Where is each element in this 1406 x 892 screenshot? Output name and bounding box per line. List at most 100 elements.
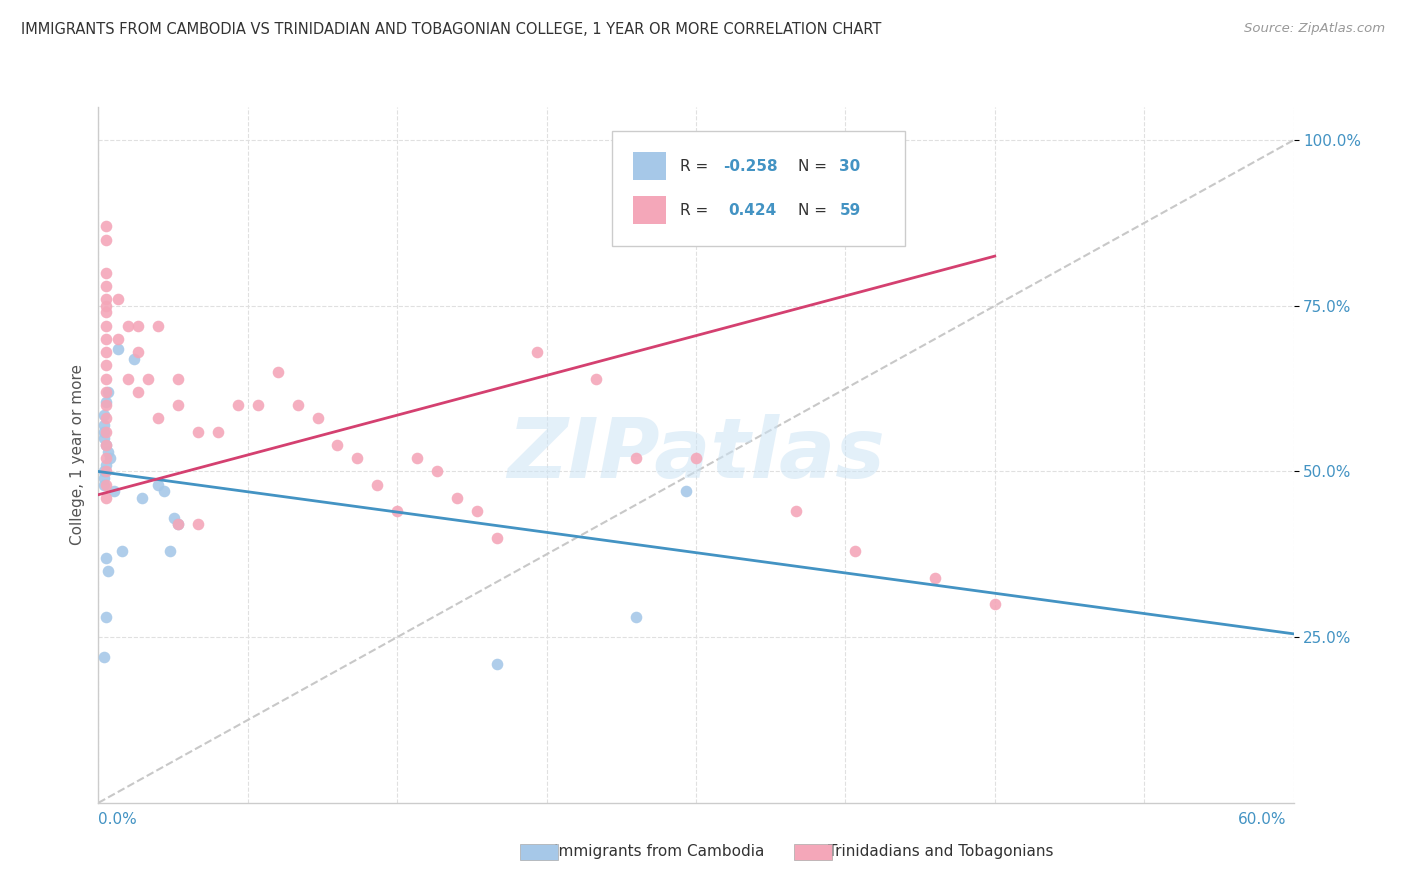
Text: -0.258: -0.258 <box>724 159 778 174</box>
Point <box>111 544 134 558</box>
Text: R =: R = <box>681 159 714 174</box>
Text: Source: ZipAtlas.com: Source: ZipAtlas.com <box>1244 22 1385 36</box>
Point <box>117 318 139 333</box>
Point <box>96 610 118 624</box>
Point <box>96 491 118 505</box>
Point <box>103 484 125 499</box>
Point <box>131 491 153 505</box>
Text: Trinidadians and Tobagonians: Trinidadians and Tobagonians <box>828 845 1053 859</box>
Point <box>96 550 118 565</box>
Point <box>426 465 449 479</box>
Point <box>485 657 508 671</box>
Point <box>983 597 1005 611</box>
Point <box>96 279 118 293</box>
Point <box>153 484 176 499</box>
Text: 59: 59 <box>839 202 860 218</box>
Point <box>93 477 115 491</box>
Point <box>446 491 468 505</box>
Point <box>96 372 118 386</box>
Point <box>585 372 607 386</box>
Point <box>98 451 122 466</box>
Point <box>96 359 118 373</box>
Point <box>93 408 115 422</box>
Text: R =: R = <box>681 202 714 218</box>
Point <box>96 233 118 247</box>
Point <box>326 438 349 452</box>
Text: ZIPatlas: ZIPatlas <box>508 415 884 495</box>
Point <box>96 395 118 409</box>
Text: 0.424: 0.424 <box>728 202 776 218</box>
Point <box>287 398 309 412</box>
Point <box>844 544 866 558</box>
Point <box>96 451 118 466</box>
FancyBboxPatch shape <box>612 131 905 246</box>
Point <box>96 345 118 359</box>
Point <box>96 477 118 491</box>
Text: 30: 30 <box>839 159 860 174</box>
Point <box>624 451 647 466</box>
Point <box>346 451 368 466</box>
Point <box>117 372 139 386</box>
Point <box>93 471 115 485</box>
Point <box>167 517 190 532</box>
Point <box>96 305 118 319</box>
Point <box>465 504 488 518</box>
Point <box>924 570 946 584</box>
Point <box>675 484 697 499</box>
Point <box>97 564 120 578</box>
FancyBboxPatch shape <box>633 196 666 224</box>
Point <box>107 342 129 356</box>
Point <box>148 477 170 491</box>
Point <box>96 332 118 346</box>
Point <box>96 299 118 313</box>
Point <box>93 425 115 439</box>
Point <box>96 411 118 425</box>
Point <box>96 384 118 399</box>
Point <box>685 451 707 466</box>
Point <box>96 318 118 333</box>
Point <box>136 372 159 386</box>
Point <box>226 398 249 412</box>
Point <box>107 332 129 346</box>
Point <box>385 504 409 518</box>
Point <box>207 425 229 439</box>
Point <box>127 345 149 359</box>
Point <box>97 384 120 399</box>
Point <box>93 465 115 479</box>
Point <box>93 418 115 433</box>
Point <box>406 451 429 466</box>
Text: 0.0%: 0.0% <box>98 812 138 827</box>
Point <box>485 531 508 545</box>
Point <box>624 610 647 624</box>
Point <box>93 650 115 665</box>
Point <box>267 365 290 379</box>
Point <box>124 351 146 366</box>
Text: N =: N = <box>797 159 831 174</box>
Point <box>96 219 118 234</box>
Point <box>167 372 190 386</box>
Point <box>97 444 120 458</box>
Point <box>366 477 388 491</box>
Point <box>167 398 190 412</box>
Point <box>187 517 209 532</box>
FancyBboxPatch shape <box>633 153 666 180</box>
Point <box>127 384 149 399</box>
Point <box>96 266 118 280</box>
Point <box>148 318 170 333</box>
Point <box>526 345 548 359</box>
Point <box>187 425 209 439</box>
Point <box>159 544 181 558</box>
Text: Immigrants from Cambodia: Immigrants from Cambodia <box>554 845 765 859</box>
Text: N =: N = <box>797 202 831 218</box>
Point <box>127 318 149 333</box>
Point <box>96 438 118 452</box>
Point <box>163 511 186 525</box>
Point <box>96 438 118 452</box>
Point <box>96 458 118 472</box>
Point <box>96 292 118 306</box>
Point <box>246 398 269 412</box>
Point <box>107 292 129 306</box>
Point <box>307 411 329 425</box>
Point <box>93 431 115 445</box>
Point <box>96 425 118 439</box>
